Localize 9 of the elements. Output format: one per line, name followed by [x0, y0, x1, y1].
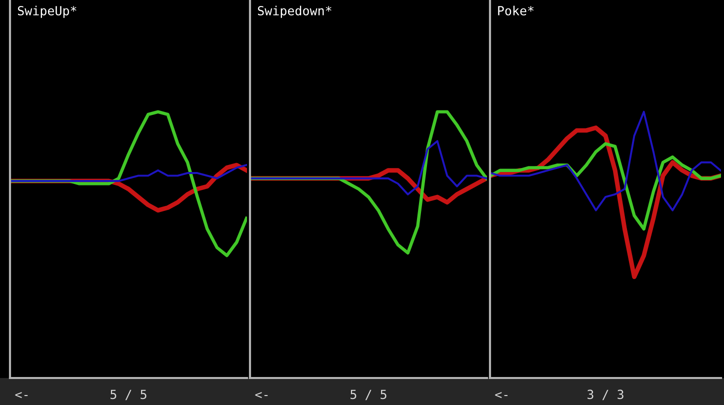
text: <-: [15, 392, 28, 398]
text: 5 / 5: [110, 390, 146, 400]
text: 5 / 5: [350, 390, 386, 400]
text: <-: [495, 392, 508, 398]
chart-title: Poke*: [498, 6, 534, 16]
text: 3 / 3: [588, 390, 624, 400]
chart-title: SwipeUp*: [18, 6, 76, 18]
chart-title: Swipedown*: [258, 6, 332, 18]
text: <-: [255, 392, 268, 398]
